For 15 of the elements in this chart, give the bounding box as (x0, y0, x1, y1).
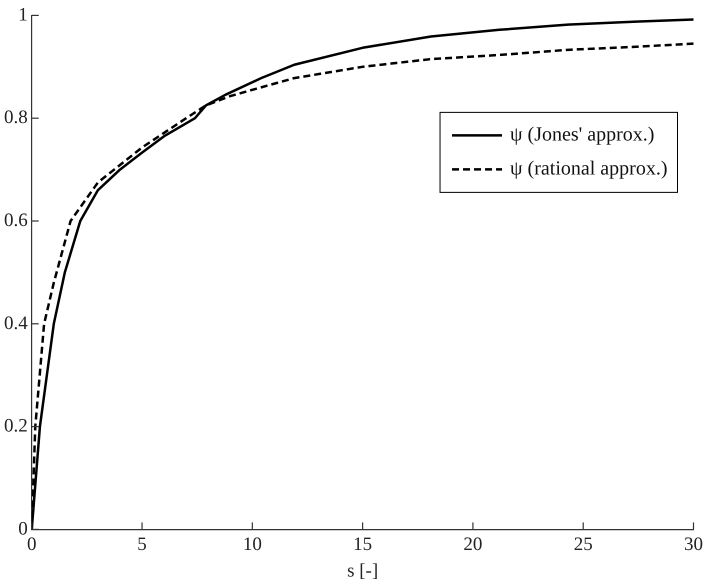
y-tick-label: 0 (18, 518, 28, 540)
x-tick-label: 15 (353, 534, 372, 555)
y-tick-label: 0.6 (4, 210, 28, 231)
x-tick-label: 30 (684, 534, 703, 555)
x-tick-label: 5 (137, 534, 147, 555)
x-axis-title: s [-] (347, 560, 378, 582)
y-tick-label: 0.2 (4, 416, 28, 437)
x-tick-label: 10 (242, 534, 262, 555)
legend-label: ψ (rational approx.) (510, 158, 668, 180)
y-tick-label: 0.4 (4, 312, 28, 334)
y-tick-label: 0.8 (4, 107, 28, 128)
legend-label: ψ (Jones' approx.) (510, 124, 654, 146)
y-tick-label: 1 (18, 4, 28, 26)
x-tick-label: 20 (463, 534, 482, 555)
x-tick-label: 25 (574, 534, 593, 555)
